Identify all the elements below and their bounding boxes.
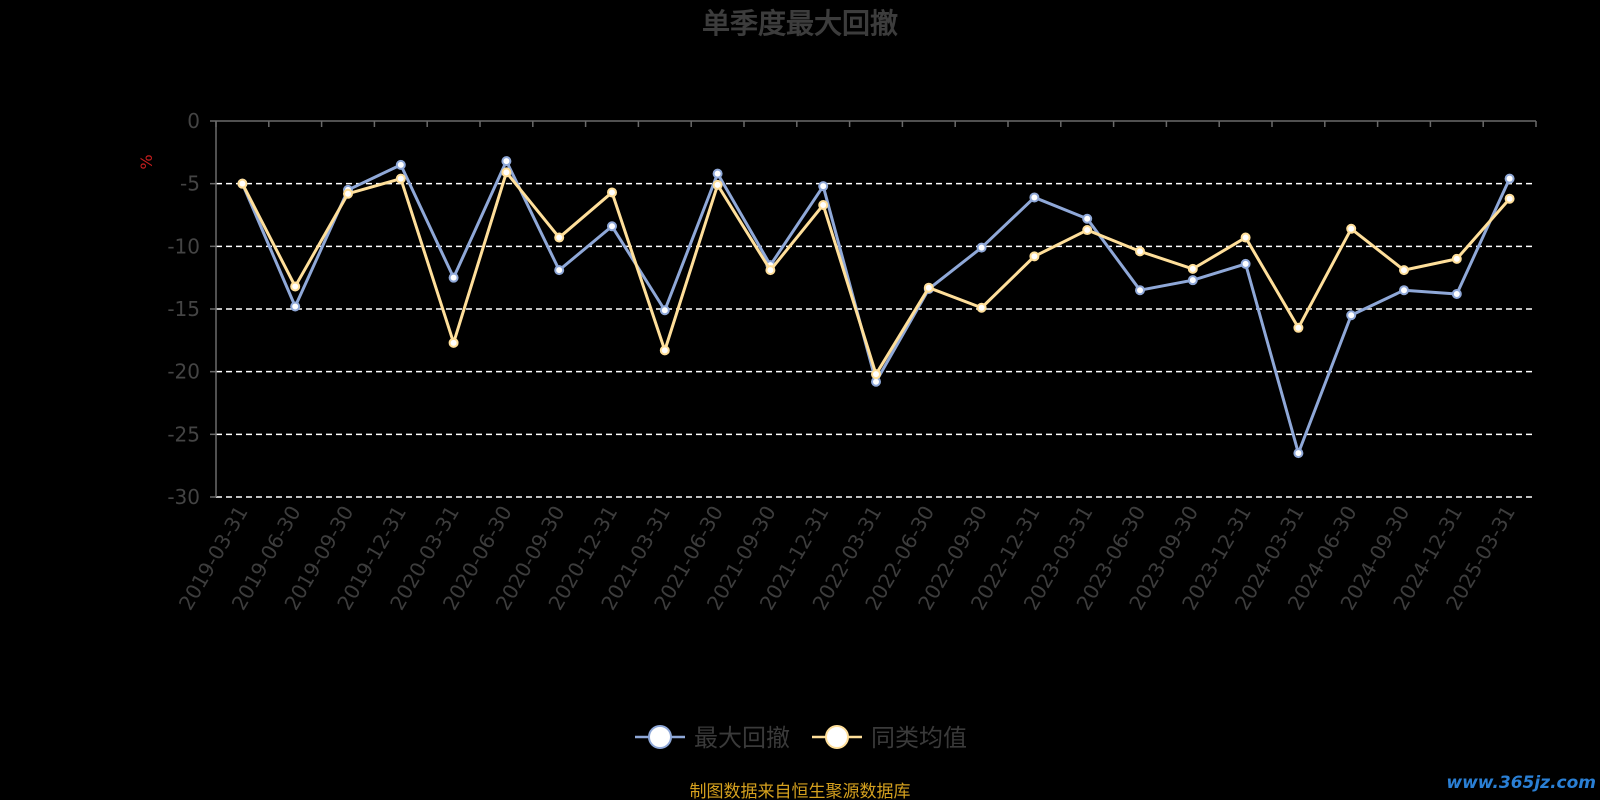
series-1-point-6[interactable]: [554, 232, 565, 243]
y-tick-label-6: -30: [167, 485, 200, 509]
series-0-point-21[interactable]: [1346, 310, 1357, 321]
series-0-point-7[interactable]: [607, 221, 617, 232]
series-0-point-1[interactable]: [290, 301, 301, 312]
series-line-1[interactable]: [241, 170, 1511, 376]
series-1-point-13[interactable]: [923, 282, 934, 293]
legend-label-0[interactable]: 最大回撤: [694, 724, 790, 752]
chart-title: 单季度最大回撤: [702, 7, 898, 40]
series-0-point-18[interactable]: [1187, 275, 1198, 286]
series-0-point-14[interactable]: [976, 242, 987, 253]
series-1-point-18[interactable]: [1187, 263, 1198, 274]
series-0-point-3[interactable]: [395, 159, 406, 170]
y-tick-label-5: -25: [167, 422, 200, 446]
series-1-point-20[interactable]: [1293, 322, 1304, 333]
series-1-point-14[interactable]: [976, 302, 987, 313]
series-0-point-8[interactable]: [659, 305, 670, 316]
y-tick-label-4: -20: [167, 360, 200, 384]
series-0-point-23[interactable]: [1451, 288, 1462, 299]
legend-swatch-marker-1[interactable]: [825, 725, 849, 749]
series-0-point-22[interactable]: [1399, 285, 1409, 296]
series-0-point-4[interactable]: [448, 272, 459, 283]
site-watermark[interactable]: www.365jz.com: [1446, 773, 1596, 793]
series-0-point-24[interactable]: [1504, 173, 1515, 184]
series-1-point-16[interactable]: [1082, 225, 1093, 236]
series-0-point-15[interactable]: [1029, 192, 1040, 203]
series-1-point-11[interactable]: [818, 199, 829, 210]
y-tick-label-3: -15: [167, 297, 200, 321]
series-1-point-24[interactable]: [1504, 193, 1515, 204]
series-0-point-17[interactable]: [1135, 285, 1145, 296]
series-1-point-23[interactable]: [1451, 253, 1462, 264]
series-0-point-19[interactable]: [1240, 258, 1251, 269]
series-1-point-22[interactable]: [1399, 265, 1409, 276]
series-layer: [237, 156, 1515, 459]
axis-layer: [210, 120, 1537, 498]
series-1-point-0[interactable]: [237, 178, 248, 189]
series-0-point-5[interactable]: [501, 156, 512, 167]
series-0-point-9[interactable]: [712, 168, 723, 179]
y-axis-unit-label: %: [137, 154, 156, 169]
x-tick-labels: 2019-03-312019-06-302019-09-302019-12-31…: [174, 502, 1520, 615]
series-1-point-10[interactable]: [765, 265, 776, 276]
series-1-point-8[interactable]: [659, 345, 670, 356]
y-tick-label-1: -5: [180, 172, 200, 196]
series-1-point-2[interactable]: [343, 188, 353, 199]
series-0-point-20[interactable]: [1293, 448, 1304, 459]
series-1-point-3[interactable]: [395, 173, 406, 184]
series-1-point-4[interactable]: [448, 337, 459, 348]
series-1-point-7[interactable]: [607, 187, 617, 198]
data-source-note: 制图数据来自恒生聚源数据库: [689, 782, 911, 800]
series-1-point-5[interactable]: [501, 167, 512, 178]
series-1-point-19[interactable]: [1240, 232, 1251, 243]
series-1-point-12[interactable]: [871, 369, 881, 380]
y-tick-labels: 0 -5 -10 -15 -20 -25 -30: [167, 109, 200, 509]
series-1-point-21[interactable]: [1346, 223, 1357, 234]
series-1-point-9[interactable]: [712, 179, 723, 190]
series-1-point-15[interactable]: [1029, 251, 1040, 262]
grid-layer: [216, 182, 1536, 498]
series-line-0[interactable]: [241, 159, 1511, 455]
legend-label-1[interactable]: 同类均值: [871, 724, 967, 752]
legend[interactable]: 最大回撤 同类均值: [635, 724, 967, 752]
series-0-point-6[interactable]: [554, 265, 565, 276]
series-1-point-1[interactable]: [290, 281, 301, 292]
legend-swatch-marker-0[interactable]: [648, 725, 672, 749]
y-tick-label-0: 0: [187, 109, 200, 133]
series-0-point-11[interactable]: [818, 181, 829, 192]
y-tick-label-2: -10: [167, 234, 200, 258]
series-1-point-17[interactable]: [1135, 246, 1145, 257]
series-0-point-16[interactable]: [1082, 213, 1093, 224]
